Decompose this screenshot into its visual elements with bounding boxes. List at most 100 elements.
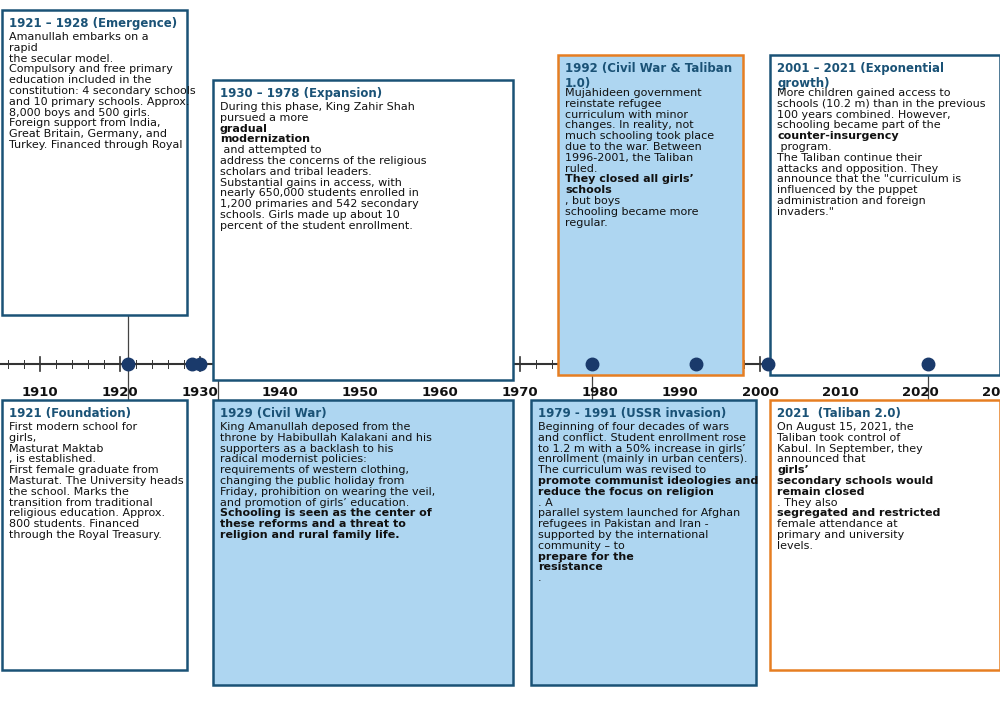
Text: prepare for the: prepare for the bbox=[538, 552, 634, 562]
Text: influenced by the puppet: influenced by the puppet bbox=[777, 185, 918, 195]
Text: counter-insurgency: counter-insurgency bbox=[777, 131, 899, 141]
Text: Friday, prohibition on wearing the veil,: Friday, prohibition on wearing the veil, bbox=[220, 487, 435, 497]
Text: King Amanullah deposed from the: King Amanullah deposed from the bbox=[220, 422, 410, 432]
Text: 1,200 primaries and 542 secondary: 1,200 primaries and 542 secondary bbox=[220, 199, 419, 210]
Text: Beginning of four decades of wars: Beginning of four decades of wars bbox=[538, 422, 729, 432]
Text: and 10 primary schools. Approx.: and 10 primary schools. Approx. bbox=[9, 97, 190, 107]
Text: and attempted to: and attempted to bbox=[220, 145, 322, 156]
Text: During this phase, King Zahir Shah: During this phase, King Zahir Shah bbox=[220, 102, 415, 112]
Text: levels.: levels. bbox=[777, 541, 813, 551]
Text: 1960: 1960 bbox=[422, 386, 458, 399]
Text: Turkey. Financed through Royal: Turkey. Financed through Royal bbox=[9, 140, 182, 150]
Text: First female graduate from: First female graduate from bbox=[9, 465, 159, 475]
Text: gradual: gradual bbox=[220, 124, 268, 134]
Text: parallel system launched for Afghan: parallel system launched for Afghan bbox=[538, 508, 740, 518]
Text: 1950: 1950 bbox=[342, 386, 378, 399]
Text: resistance: resistance bbox=[538, 562, 603, 572]
Text: 1990: 1990 bbox=[662, 386, 698, 399]
Text: regular.: regular. bbox=[565, 217, 608, 228]
Text: constitution: 4 secondary schools: constitution: 4 secondary schools bbox=[9, 86, 196, 96]
Text: percent of the student enrollment.: percent of the student enrollment. bbox=[220, 221, 413, 231]
Text: radical modernist policies:: radical modernist policies: bbox=[220, 454, 367, 464]
Text: 2001 – 2021 (Exponential
growth): 2001 – 2021 (Exponential growth) bbox=[777, 62, 944, 90]
Text: 8,000 boys and 500 girls.: 8,000 boys and 500 girls. bbox=[9, 108, 150, 117]
Text: Kabul. In September, they: Kabul. In September, they bbox=[777, 444, 923, 454]
Text: 2021  (Taliban 2.0): 2021 (Taliban 2.0) bbox=[777, 407, 901, 420]
Text: female attendance at: female attendance at bbox=[777, 519, 898, 529]
Bar bbox=[770, 400, 1000, 670]
Text: administration and foreign: administration and foreign bbox=[777, 196, 926, 206]
Text: community – to: community – to bbox=[538, 541, 628, 551]
Text: The curriculum was revised to: The curriculum was revised to bbox=[538, 465, 706, 475]
Text: changing the public holiday from: changing the public holiday from bbox=[220, 476, 404, 486]
Text: invaders.": invaders." bbox=[777, 207, 834, 217]
Text: throne by Habibullah Kalakani and his: throne by Habibullah Kalakani and his bbox=[220, 433, 432, 443]
Text: refugees in Pakistan and Iran -: refugees in Pakistan and Iran - bbox=[538, 519, 709, 529]
Text: announced that: announced that bbox=[777, 454, 869, 464]
Text: schooling became part of the: schooling became part of the bbox=[777, 120, 941, 130]
Text: 1996-2001, the Taliban: 1996-2001, the Taliban bbox=[565, 153, 693, 163]
Text: , but boys: , but boys bbox=[565, 196, 620, 206]
Text: 1980: 1980 bbox=[582, 386, 618, 399]
Text: curriculum with minor: curriculum with minor bbox=[565, 109, 688, 120]
Text: religious education. Approx.: religious education. Approx. bbox=[9, 508, 165, 518]
Text: segregated and restricted: segregated and restricted bbox=[777, 508, 940, 518]
Text: modernization: modernization bbox=[220, 135, 310, 145]
Text: promote communist ideologies and: promote communist ideologies and bbox=[538, 476, 758, 486]
Bar bbox=[2, 10, 187, 315]
Text: supported by the international: supported by the international bbox=[538, 530, 708, 540]
Text: the secular model.: the secular model. bbox=[9, 54, 113, 63]
Text: reinstate refugee: reinstate refugee bbox=[565, 99, 662, 109]
Text: . A: . A bbox=[538, 498, 553, 508]
Text: On August 15, 2021, the: On August 15, 2021, the bbox=[777, 422, 914, 432]
Text: 1930: 1930 bbox=[182, 386, 218, 399]
Text: attacks and opposition. They: attacks and opposition. They bbox=[777, 163, 938, 174]
Text: and conflict. Student enrollment rose: and conflict. Student enrollment rose bbox=[538, 433, 746, 443]
Text: scholars and tribal leaders.: scholars and tribal leaders. bbox=[220, 167, 372, 177]
Text: schools. Girls made up about 10: schools. Girls made up about 10 bbox=[220, 210, 400, 220]
Bar bbox=[213, 80, 513, 380]
Text: Great Britain, Germany, and: Great Britain, Germany, and bbox=[9, 130, 167, 139]
Text: 2020: 2020 bbox=[902, 386, 938, 399]
Bar bbox=[213, 400, 513, 685]
Text: They closed all girls’: They closed all girls’ bbox=[565, 174, 694, 184]
Text: 1921 – 1928 (Emergence): 1921 – 1928 (Emergence) bbox=[9, 17, 177, 30]
Text: .: . bbox=[538, 573, 542, 583]
Text: The Taliban continue their: The Taliban continue their bbox=[777, 153, 922, 163]
Text: Compulsory and free primary: Compulsory and free primary bbox=[9, 65, 173, 74]
Text: Masturat Maktab: Masturat Maktab bbox=[9, 444, 103, 454]
Text: education included in the: education included in the bbox=[9, 76, 151, 85]
Text: girls’: girls’ bbox=[777, 465, 809, 475]
Text: rapid: rapid bbox=[9, 43, 41, 53]
Text: 1921 (Foundation): 1921 (Foundation) bbox=[9, 407, 131, 420]
Text: enrollment (mainly in urban centers).: enrollment (mainly in urban centers). bbox=[538, 454, 748, 464]
Text: 2000: 2000 bbox=[742, 386, 778, 399]
Text: Substantial gains in access, with: Substantial gains in access, with bbox=[220, 178, 402, 188]
Text: Foreign support from India,: Foreign support from India, bbox=[9, 119, 160, 128]
Text: remain closed: remain closed bbox=[777, 487, 864, 497]
Text: 1929 (Civil War): 1929 (Civil War) bbox=[220, 407, 327, 420]
Text: 1992 (Civil War & Taliban
1.0): 1992 (Civil War & Taliban 1.0) bbox=[565, 62, 732, 90]
Bar bbox=[531, 400, 756, 685]
Text: ruled.: ruled. bbox=[565, 163, 601, 174]
Bar bbox=[770, 55, 1000, 375]
Text: through the Royal Treasury.: through the Royal Treasury. bbox=[9, 530, 162, 540]
Text: and promotion of girls’ education.: and promotion of girls’ education. bbox=[220, 498, 409, 508]
Text: transition from traditional: transition from traditional bbox=[9, 498, 153, 508]
Text: 2030: 2030 bbox=[982, 386, 1000, 399]
Text: 1979 - 1991 (USSR invasion): 1979 - 1991 (USSR invasion) bbox=[538, 407, 726, 420]
Bar bbox=[558, 55, 743, 375]
Text: secondary schools would: secondary schools would bbox=[777, 476, 933, 486]
Text: 1910: 1910 bbox=[22, 386, 58, 399]
Text: 1930 – 1978 (Expansion): 1930 – 1978 (Expansion) bbox=[220, 87, 382, 100]
Text: 1920: 1920 bbox=[102, 386, 138, 399]
Text: due to the war. Between: due to the war. Between bbox=[565, 142, 702, 152]
Text: 2010: 2010 bbox=[822, 386, 858, 399]
Text: Amanullah embarks on a: Amanullah embarks on a bbox=[9, 32, 149, 42]
Text: address the concerns of the religious: address the concerns of the religious bbox=[220, 156, 426, 166]
Text: supporters as a backlash to his: supporters as a backlash to his bbox=[220, 444, 393, 454]
Text: religion and rural family life.: religion and rural family life. bbox=[220, 530, 400, 540]
Text: nearly 650,000 students enrolled in: nearly 650,000 students enrolled in bbox=[220, 189, 419, 199]
Text: 1970: 1970 bbox=[502, 386, 538, 399]
Text: announce that the "curriculum is: announce that the "curriculum is bbox=[777, 174, 961, 184]
